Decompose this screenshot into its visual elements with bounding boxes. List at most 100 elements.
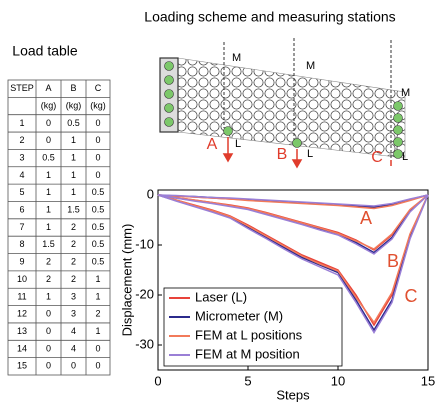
- station-m-label: M: [401, 87, 410, 99]
- table-cell: 2: [71, 257, 76, 267]
- annotation: B: [387, 251, 399, 271]
- x-axis-label: Steps: [276, 387, 310, 402]
- series-line: [157, 194, 429, 324]
- table-cell: 1: [71, 170, 76, 180]
- table-cell: 1.5: [67, 205, 80, 215]
- table-cell: 11: [17, 291, 26, 301]
- station-l-label: L: [307, 148, 313, 160]
- table-cell: 0: [95, 135, 100, 145]
- table-cell: 0: [95, 361, 100, 371]
- table-cell: 0.5: [92, 222, 105, 232]
- table-title: Load table: [12, 43, 78, 59]
- table-cell: 1: [46, 291, 51, 301]
- y-tick-label: -20: [135, 286, 154, 301]
- table-cell: 0.5: [92, 187, 105, 197]
- annotation: C: [405, 286, 418, 306]
- y-axis-label: Displacement (mm): [119, 224, 134, 337]
- table-cell: 1: [19, 118, 24, 128]
- table-cell: 0: [46, 343, 51, 353]
- table-cell: 2: [95, 309, 100, 319]
- table-cell: 0: [46, 135, 51, 145]
- annotation: A: [360, 208, 372, 228]
- plot-frame: [157, 189, 429, 371]
- table-cell: 1: [95, 326, 100, 336]
- table-unit: (kg): [66, 100, 82, 110]
- table-cell: 0.5: [92, 257, 105, 267]
- table-cell: 5: [19, 187, 24, 197]
- y-tick-label: 0: [147, 186, 154, 201]
- table-cell: 0: [46, 118, 51, 128]
- series-line: [157, 194, 429, 207]
- load-label: C: [371, 149, 383, 166]
- table-cell: 2: [19, 135, 24, 145]
- table-cell: 1: [71, 152, 76, 162]
- table-cell: 1: [46, 205, 51, 215]
- table-cell: 15: [17, 361, 27, 371]
- table-cell: 0: [46, 309, 51, 319]
- table-cell: 2: [46, 257, 51, 267]
- legend-label: FEM at M position: [195, 346, 300, 361]
- table-header: B: [70, 83, 76, 93]
- table-cell: 14: [17, 343, 27, 353]
- table-unit: (kg): [90, 100, 106, 110]
- x-tick-label: 10: [331, 373, 345, 388]
- station-l-label: L: [402, 151, 408, 163]
- table-cell: 4: [71, 326, 76, 336]
- beam-diagram: [159, 38, 406, 169]
- table-cell: 0: [95, 152, 100, 162]
- table-cell: 0: [46, 361, 51, 371]
- table-cell: 6: [19, 205, 24, 215]
- table-frame: [7, 79, 111, 376]
- y-tick-label: -30: [135, 336, 154, 351]
- table-header: C: [95, 83, 102, 93]
- table-header: A: [45, 83, 51, 93]
- diagram-title: Loading scheme and measuring stations: [144, 9, 395, 25]
- table-cell: 7: [19, 222, 24, 232]
- table-cell: 0.5: [92, 239, 105, 249]
- y-tick-label: -10: [135, 236, 154, 251]
- table-cell: 8: [19, 239, 24, 249]
- table-cell: 4: [71, 343, 76, 353]
- table-cell: 0: [46, 326, 51, 336]
- table-unit: (kg): [41, 100, 57, 110]
- table-cell: 1: [46, 170, 51, 180]
- table-header: STEP: [10, 83, 34, 93]
- table-cell: 13: [17, 326, 27, 336]
- series-line: [157, 194, 429, 250]
- legend-label: Micrometer (M): [195, 308, 283, 323]
- table-cell: 1: [71, 187, 76, 197]
- table-cell: 3: [19, 152, 24, 162]
- table-cell: 2: [71, 239, 76, 249]
- table-cell: 0: [95, 118, 100, 128]
- table-cell: 1: [46, 222, 51, 232]
- legend-label: Laser (L): [195, 289, 247, 304]
- legend-label: FEM at L positions: [195, 327, 303, 342]
- table-cell: 0: [95, 170, 100, 180]
- station-m-label: M: [232, 52, 241, 64]
- table-cell: 3: [71, 291, 76, 301]
- station-m-label: M: [306, 60, 315, 72]
- series-line: [157, 194, 429, 334]
- table-cell: 0: [71, 361, 76, 371]
- table-cell: 2: [71, 274, 76, 284]
- table-cell: 1: [46, 187, 51, 197]
- x-tick-label: 5: [244, 373, 251, 388]
- table-cell: 9: [19, 257, 24, 267]
- x-tick-label: 15: [421, 373, 435, 388]
- legend-box: [163, 287, 343, 367]
- table-cell: 2: [71, 222, 76, 232]
- load-label: A: [207, 136, 218, 153]
- table-cell: 0.5: [92, 205, 105, 215]
- table-cell: 0.5: [67, 118, 80, 128]
- table-cell: 1.5: [42, 239, 55, 249]
- table-cell: 1: [95, 274, 100, 284]
- table-cell: 1: [71, 135, 76, 145]
- x-tick-label: 0: [154, 373, 161, 388]
- table-cell: 10: [17, 274, 27, 284]
- table-cell: 3: [71, 309, 76, 319]
- station-l-label: L: [235, 138, 241, 150]
- table-cell: 0: [95, 343, 100, 353]
- table-cell: 0.5: [42, 152, 55, 162]
- load-label: B: [277, 146, 288, 163]
